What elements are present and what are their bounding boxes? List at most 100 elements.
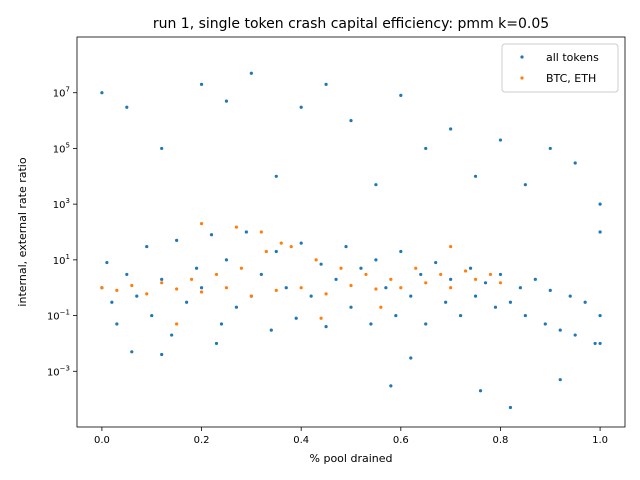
x-tick-label: 0.8 <box>493 435 509 446</box>
data-point <box>523 313 527 318</box>
data-point <box>324 292 328 296</box>
x-axis-ticks: 0.0 0.2 0.4 0.6 0.8 1.0 <box>94 427 608 446</box>
data-point <box>224 258 229 262</box>
y-tick-base: 10 <box>47 367 60 378</box>
data-point <box>110 300 114 304</box>
data-point <box>573 333 577 337</box>
data-point <box>568 294 572 298</box>
data-point <box>274 288 278 293</box>
data-point <box>224 286 229 290</box>
data-point <box>175 322 179 326</box>
data-point <box>483 281 488 285</box>
data-point <box>449 127 453 131</box>
data-point <box>319 316 323 320</box>
data-point <box>115 322 119 326</box>
data-point <box>130 350 134 354</box>
data-point <box>199 286 204 290</box>
data-point <box>598 230 602 234</box>
x-axis-label: % pool drained <box>310 452 393 465</box>
data-point <box>160 277 164 281</box>
x-tick-label: 1.0 <box>592 435 608 446</box>
plot-frame <box>76 36 626 428</box>
data-point <box>523 183 527 187</box>
y-tick-label: 10−3 <box>47 364 70 378</box>
data-point <box>488 272 493 277</box>
data-point <box>424 146 428 151</box>
data-point <box>379 305 383 309</box>
y-tick-base: 10 <box>53 200 66 211</box>
data-point <box>598 313 602 318</box>
data-point <box>399 93 403 98</box>
legend-label-all-tokens: all tokens <box>546 51 599 64</box>
legend: all tokens BTC, ETH <box>501 43 619 93</box>
y-tick-exponent: −1 <box>60 309 70 317</box>
y-tick-base: 10 <box>53 144 66 155</box>
data-point <box>214 341 219 346</box>
data-point <box>473 277 478 281</box>
data-point <box>424 322 428 326</box>
data-point <box>473 174 478 178</box>
data-point <box>264 249 268 254</box>
data-point <box>508 300 513 304</box>
data-point <box>150 313 154 318</box>
data-point <box>583 300 587 304</box>
data-point <box>199 82 204 86</box>
series-all-tokens <box>100 71 602 410</box>
data-point <box>160 146 164 151</box>
data-point <box>259 272 263 277</box>
data-point <box>349 305 353 309</box>
data-point <box>259 230 263 234</box>
data-point <box>319 262 323 266</box>
data-point <box>234 305 239 309</box>
data-point <box>299 241 303 245</box>
data-point <box>189 277 194 281</box>
data-point <box>518 286 522 290</box>
y-tick-label: 10−1 <box>47 309 70 323</box>
data-point <box>394 313 398 318</box>
data-point <box>434 260 438 265</box>
data-point <box>508 405 513 410</box>
data-point <box>543 322 547 326</box>
chart-title: run 1, single token crash capital effici… <box>153 16 549 32</box>
data-point <box>135 294 139 298</box>
legend-marker-btc-eth <box>520 76 524 80</box>
data-point <box>145 244 149 249</box>
data-point <box>498 272 503 277</box>
data-point <box>199 222 204 226</box>
data-point <box>449 277 453 281</box>
y-tick-label: 103 <box>53 197 70 211</box>
data-point <box>324 82 328 86</box>
data-point <box>130 283 134 288</box>
data-point <box>558 378 562 382</box>
data-point <box>419 272 423 277</box>
data-point <box>598 341 602 346</box>
data-point <box>533 277 537 281</box>
data-point <box>249 71 253 75</box>
data-point <box>344 244 348 249</box>
data-point <box>459 313 463 318</box>
data-point <box>314 258 318 262</box>
y-tick-exponent: 3 <box>66 197 70 205</box>
data-point <box>558 328 562 332</box>
data-point <box>444 300 448 304</box>
x-tick-label: 0.0 <box>94 435 110 446</box>
data-point <box>299 105 303 109</box>
data-point <box>249 294 253 298</box>
data-point <box>374 258 378 262</box>
data-point <box>414 266 418 270</box>
data-point <box>100 286 104 290</box>
y-axis-label: internal, external rate ratio <box>16 157 29 306</box>
y-tick-exponent: 5 <box>66 141 70 149</box>
data-point <box>105 260 109 265</box>
data-point <box>244 230 248 234</box>
data-point <box>309 294 313 298</box>
data-point <box>279 241 283 245</box>
data-point <box>194 266 199 270</box>
y-tick-label: 105 <box>53 141 70 155</box>
data-point <box>145 292 149 296</box>
data-point <box>439 272 443 277</box>
y-tick-base: 10 <box>53 89 66 100</box>
